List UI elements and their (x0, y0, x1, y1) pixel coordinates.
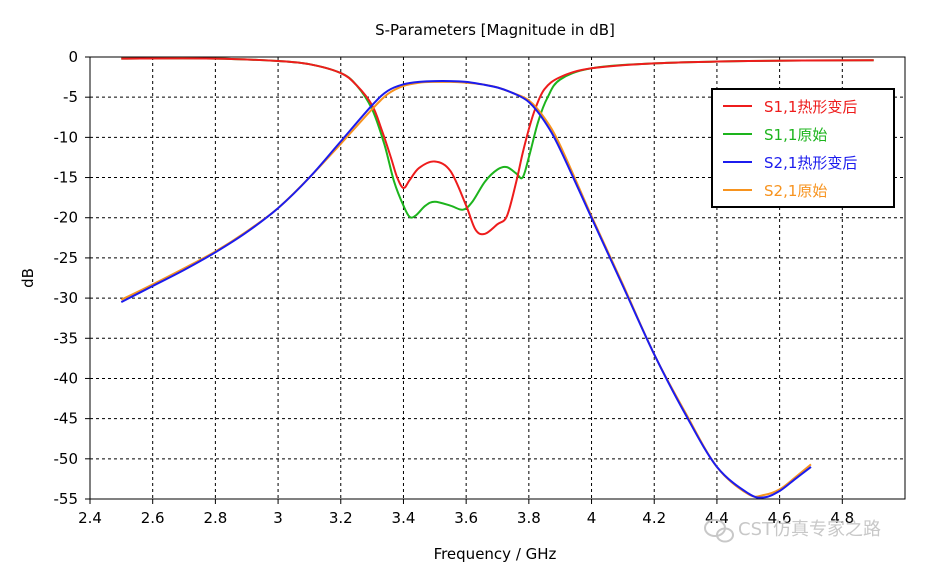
watermark-text: CST仿真专家之路 (738, 519, 881, 540)
legend-entry: S1,1原始 (764, 126, 827, 144)
axis-ticks: 2.4 2.6 2.8 3 3.2 3.4 3.6 3.8 4 4.2 4.4 4.6 4.8 0 -5 -1… (54, 48, 855, 527)
y-axis-label: dB (19, 268, 37, 288)
y-tick-label: -50 (54, 450, 79, 468)
y-tick-label: -15 (54, 169, 79, 187)
legend-entry: S1,1热形变后 (764, 98, 857, 116)
x-tick-label: 3.4 (392, 509, 416, 527)
x-tick-label: 4.6 (768, 509, 792, 527)
y-tick-label: -30 (54, 289, 79, 307)
y-tick-label: -35 (54, 329, 79, 347)
x-tick-label: 4.8 (830, 509, 854, 527)
legend: S1,1热形变后 S1,1原始 S2,1热形变后 S2,1原始 (711, 88, 895, 208)
x-tick-label: 4.4 (705, 509, 729, 527)
x-tick-label: 3.6 (454, 509, 478, 527)
y-tick-label: -55 (54, 490, 79, 508)
x-axis-label: Frequency / GHz (434, 545, 557, 563)
series-line-1 (121, 57, 874, 236)
legend-box (711, 88, 895, 208)
x-tick-label: 2.4 (78, 509, 102, 527)
wechat-icon (704, 519, 734, 543)
y-tick-label: -40 (54, 369, 79, 387)
y-tick-label: -45 (54, 410, 79, 428)
x-tick-label: 2.8 (203, 509, 227, 527)
y-tick-label: 0 (68, 48, 78, 66)
series-lines (120, 57, 874, 499)
x-tick-label: 2.6 (141, 509, 165, 527)
y-tick-label: -5 (63, 88, 78, 106)
x-tick-label: 3 (273, 509, 283, 527)
legend-entry: S2,1原始 (764, 182, 827, 200)
x-tick-label: 3.2 (329, 509, 353, 527)
y-tick-label: -20 (54, 209, 79, 227)
x-tick-label: 3.8 (517, 509, 541, 527)
y-tick-label: -10 (54, 128, 79, 146)
y-tick-label: -25 (54, 249, 79, 267)
legend-entry: S2,1热形变后 (764, 154, 857, 172)
chart-title: S-Parameters [Magnitude in dB] (375, 21, 615, 39)
x-tick-label: 4 (587, 509, 597, 527)
series-line-3 (120, 80, 812, 499)
watermark: CST仿真专家之路 (704, 519, 881, 543)
x-tick-label: 4.2 (642, 509, 666, 527)
